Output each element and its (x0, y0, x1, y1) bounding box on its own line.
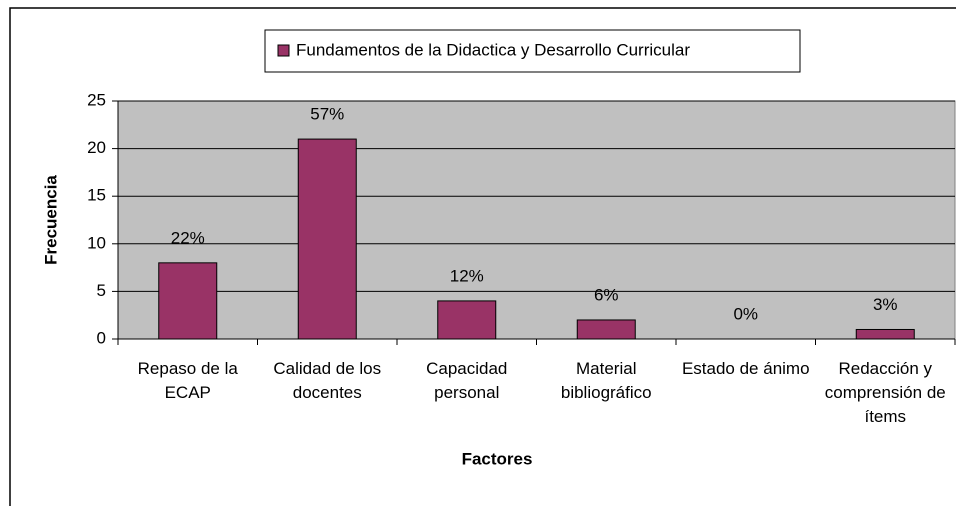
x-tick-label: Estado de ánimo (681, 359, 810, 378)
bar (437, 300, 497, 340)
legend-box (264, 29, 801, 73)
x-tick-label: Material bibliográfico (560, 359, 652, 402)
y-tick-label: 0 (97, 328, 106, 347)
bar (576, 319, 636, 340)
x-tick-label: Calidad de los docentes (273, 359, 382, 402)
bar (855, 328, 915, 340)
y-tick-label: 20 (87, 138, 106, 157)
x-tick-label: Repaso de la ECAP (137, 359, 238, 402)
y-tick-label: 10 (87, 233, 106, 252)
annotation: 0% (733, 304, 758, 323)
x-axis-title: Factores (462, 449, 533, 468)
y-axis-title: Frecuencia (41, 175, 60, 265)
annotation: 3% (873, 295, 898, 314)
y-tick-label: 5 (97, 281, 106, 300)
annotation: 6% (594, 285, 619, 304)
x-tick-label: Capacidad personal (426, 359, 508, 402)
legend-label: Fundamentos de la Didactica y Desarrollo… (296, 40, 690, 59)
annotation: 57% (310, 105, 344, 124)
annotation: 22% (171, 228, 205, 247)
bar (158, 262, 218, 340)
annotation: 12% (450, 266, 484, 285)
y-tick-label: 15 (87, 186, 106, 205)
x-tick-label: Redacción y comprensión de ítems (824, 359, 946, 426)
y-tick-label: 25 (87, 90, 106, 109)
plot-area (117, 100, 956, 340)
legend-swatch (277, 44, 290, 57)
bar (297, 138, 357, 340)
